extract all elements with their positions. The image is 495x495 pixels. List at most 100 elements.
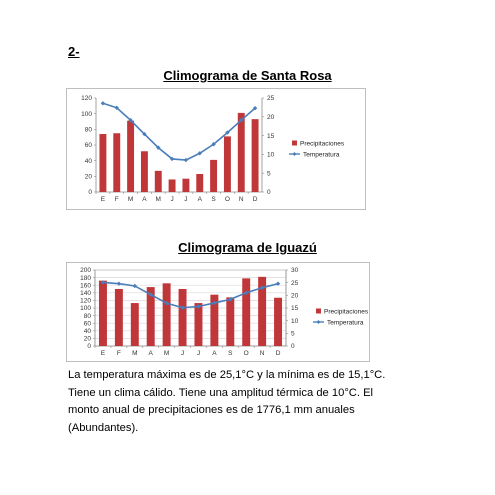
santa-rosa-x-tick-label: D [253, 196, 258, 203]
chart-title-iguazu: Climograma de Iguazú [178, 240, 317, 255]
iguazu-x-tick-label: M [132, 350, 137, 357]
santa-rosa-right-tick-label: 15 [267, 133, 275, 140]
iguazu-x-tick-label: E [101, 350, 106, 357]
santa-rosa-temp-point [197, 151, 202, 156]
iguazu-right-tick-label: 5 [291, 331, 295, 338]
iguazu-legend-temp-label: Temperatura [327, 320, 364, 327]
santa-rosa-temp-point [169, 156, 175, 162]
iguazu-left-tick-label: 120 [80, 298, 91, 305]
santa-rosa-precip-bar [154, 170, 162, 192]
iguazu-precip-bar [146, 287, 155, 346]
iguazu-temp-point [148, 292, 153, 297]
santa-rosa-temp-point [225, 130, 230, 135]
santa-rosa-right-tick-label: 20 [267, 114, 275, 121]
iguazu-x-tick-label: J [181, 350, 184, 357]
santa-rosa-legend-line-marker [292, 152, 297, 156]
iguazu-temp-point [275, 281, 281, 286]
iguazu-temp-point [116, 281, 122, 286]
iguazu-x-tick-label: J [197, 350, 200, 357]
chart-iguazu-svg: 020406080100120140160180200051015202530E… [66, 262, 370, 362]
chart-santa-rosa: 0 20 40 60 80 100 120 0 5 10 15 20 25 E F M A M J J A S O N D Pre… [66, 88, 366, 210]
santa-rosa-x-tick-label: S [211, 196, 216, 203]
chart-title-santa-rosa: Climograma de Santa Rosa [163, 68, 332, 83]
santa-rosa-x-tick-label: F [115, 196, 119, 203]
santa-rosa-left-tick-label: 120 [81, 95, 92, 102]
iguazu-x-tick-label: A [212, 350, 217, 357]
santa-rosa-left-tick-label: 60 [85, 142, 93, 149]
iguazu-x-tick-label: N [260, 350, 265, 357]
santa-rosa-precip-bar [237, 112, 245, 192]
iguazu-right-tick-label: 20 [291, 293, 299, 300]
iguazu-precip-bar [242, 278, 251, 346]
santa-rosa-x-tick-label: A [142, 196, 147, 203]
santa-rosa-temp-point [156, 145, 161, 150]
iguazu-precip-bar [162, 283, 171, 346]
santa-rosa-temp-line [102, 102, 256, 161]
iguazu-left-tick-label: 60 [84, 320, 92, 327]
santa-rosa-temp-point [211, 142, 216, 147]
santa-rosa-precip-bar [168, 179, 176, 192]
iguazu-temp-point [196, 304, 201, 309]
iguazu-precip-bar [258, 276, 267, 346]
santa-rosa-temp-point [252, 105, 258, 111]
iguazu-x-tick-label: S [228, 350, 233, 357]
santa-rosa-precip-bar [99, 134, 107, 192]
iguazu-temp-point [180, 305, 185, 310]
santa-rosa-legend-bar-swatch [292, 140, 297, 146]
iguazu-left-tick-label: 100 [80, 305, 91, 312]
santa-rosa-precip-bar [196, 173, 204, 192]
santa-rosa-left-tick-label: 20 [85, 174, 93, 181]
description-paragraph: La temperatura máxima es de 25,1°C y la … [68, 367, 428, 437]
santa-rosa-left-tick-label: 0 [88, 189, 92, 196]
santa-rosa-precip-bar [127, 120, 135, 192]
santa-rosa-x-tick-label: M [128, 196, 133, 203]
iguazu-temp-point [244, 290, 249, 295]
santa-rosa-precip-bar [182, 178, 190, 192]
iguazu-x-tick-label: O [244, 350, 249, 357]
santa-rosa-legend-temp-label: Temperatura [303, 152, 340, 159]
santa-rosa-x-tick-label: J [184, 196, 187, 203]
iguazu-right-tick-label: 0 [291, 343, 295, 350]
santa-rosa-temp-point [142, 131, 147, 137]
iguazu-left-tick-label: 160 [80, 282, 91, 289]
iguazu-left-tick-label: 20 [84, 336, 92, 343]
iguazu-left-tick-label: 180 [80, 275, 91, 282]
iguazu-x-tick-label: M [164, 350, 169, 357]
iguazu-right-tick-label: 25 [291, 280, 299, 287]
iguazu-temp-point [228, 297, 233, 302]
santa-rosa-precip-bar [251, 119, 259, 192]
santa-rosa-left-tick-label: 80 [85, 127, 93, 134]
santa-rosa-left-tick-label: 100 [81, 111, 92, 118]
iguazu-left-tick-label: 200 [80, 267, 91, 274]
santa-rosa-x-tick-label: O [225, 196, 230, 203]
iguazu-precip-bar [194, 303, 203, 346]
chart-iguazu: 0 20 40 60 80 100 120 140 160 180 200 0 5 10 15 20 25 30 E… [66, 262, 370, 362]
description-line-3: monto anual de precipitaciones es de 177… [68, 404, 355, 416]
section-number: 2- [68, 44, 80, 59]
iguazu-x-tick-label: F [117, 350, 121, 357]
iguazu-temp-point [132, 283, 137, 289]
santa-rosa-temp-point [239, 117, 244, 123]
santa-rosa-left-tick-label: 40 [85, 158, 93, 165]
santa-rosa-x-tick-label: N [239, 196, 244, 203]
iguazu-temp-point [259, 285, 265, 290]
iguazu-precip-bar [98, 280, 107, 346]
santa-rosa-legend-precip-label: Precipitaciones [300, 141, 345, 148]
iguazu-temp-point [164, 300, 169, 306]
description-line-2: Tiene un clima cálido. Tiene una amplitu… [68, 386, 374, 399]
santa-rosa-temp-point [183, 157, 189, 163]
iguazu-left-tick-label: 0 [87, 343, 91, 350]
iguazu-temp-point [212, 300, 217, 306]
santa-rosa-temp-point [128, 117, 133, 123]
iguazu-precip-bar [130, 303, 139, 346]
iguazu-right-tick-label: 30 [291, 267, 299, 274]
santa-rosa-x-tick-label: A [198, 196, 203, 203]
description-line-4: (Abundantes). [68, 421, 139, 434]
iguazu-right-tick-label: 10 [291, 318, 299, 325]
iguazu-temp-point [100, 280, 106, 285]
santa-rosa-x-tick-label: M [156, 196, 161, 203]
santa-rosa-right-tick-label: 10 [267, 152, 275, 159]
chart-santa-rosa-svg: 0 20 40 60 80 100 120 0 5 10 15 20 25 E F M A M J J A S O N D Pre… [66, 88, 366, 210]
iguazu-temp-line [102, 281, 279, 309]
iguazu-legend-line-marker [316, 320, 321, 324]
